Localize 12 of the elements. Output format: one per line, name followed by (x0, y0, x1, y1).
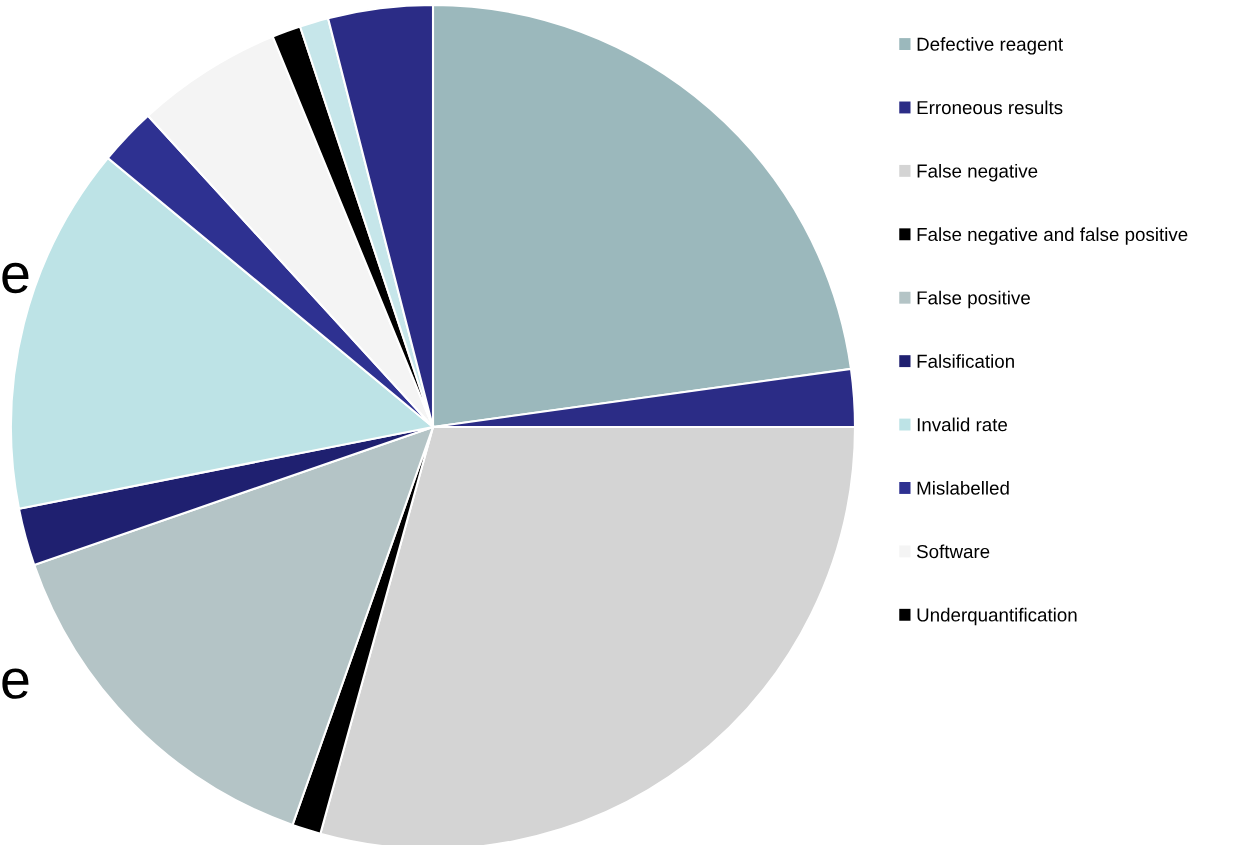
legend-label: Falsification (917, 354, 1014, 368)
legend-label: Erroneous results (917, 100, 1063, 115)
legend-label: False negative (917, 163, 1038, 182)
text: e (2, 668, 29, 699)
legend-label: False negative and false positive (917, 227, 1188, 245)
legend-label: Software (916, 544, 990, 559)
text: e (2, 262, 29, 294)
legend-label: Mislabelled (917, 480, 1009, 495)
legend-label: False positive (917, 290, 1030, 309)
legend-label: Underquantification (917, 607, 1077, 626)
legend-label: Defective reagent (917, 37, 1063, 55)
legend-label: Invalid rate (917, 417, 1008, 432)
